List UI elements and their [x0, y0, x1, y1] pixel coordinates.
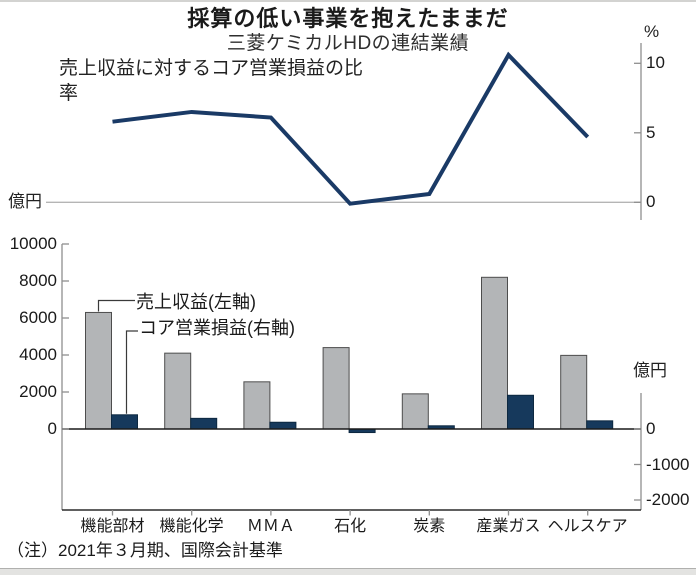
revenue-bar	[164, 352, 192, 430]
bar-right-tick-label: -2000	[646, 490, 690, 509]
chart-subtitle: 三菱ケミカルHDの連結業績	[226, 33, 470, 54]
core-profit-bar	[190, 417, 218, 430]
category-label: 機能化学	[159, 518, 224, 535]
legend-core-profit: コア営業損益(右軸)	[139, 318, 295, 338]
line-axis-tick-label: 5	[646, 122, 656, 142]
category-label: 石化	[334, 518, 367, 535]
category-label: 炭素	[413, 518, 446, 535]
core-profit-bar	[586, 420, 614, 430]
window-edge-top	[0, 0, 696, 2]
revenue-bar	[481, 276, 508, 430]
legend-revenue: 売上収益(左軸)	[136, 292, 256, 312]
category-label: 産業ガス	[476, 518, 541, 535]
bar-left-axis-unit: 億円	[8, 192, 42, 211]
core-profit-bar	[507, 394, 534, 430]
bar-left-tick-label: 2000	[19, 382, 57, 401]
revenue-callout-line	[97, 299, 135, 312]
bar-left-tick-label: 6000	[19, 308, 57, 327]
line-axis-tick-label: 10	[646, 53, 665, 73]
bar-left-tick-label: 8000	[19, 271, 57, 290]
chart-title: 採算の低い事業を抱えたままだ	[187, 6, 509, 31]
page-edge-bottom	[0, 568, 696, 575]
core-profit-bar	[269, 421, 297, 430]
category-label: ヘルスケア	[547, 518, 628, 535]
revenue-bar	[85, 311, 112, 430]
ratio-line-series	[112, 51, 590, 206]
revenue-bar	[560, 354, 588, 430]
revenue-bar	[322, 347, 350, 430]
line-axis-tick-label: 0	[646, 192, 656, 212]
line-chart-label: 売上収益に対するコア営業損益の比率	[59, 58, 364, 105]
footnote: （注）2021年３月期、国際会計基準	[7, 541, 283, 560]
bar-right-tick-label: -1000	[646, 454, 690, 474]
category-label: 機能部材	[80, 518, 145, 535]
bar-left-tick-label: 10000	[9, 234, 57, 253]
core-profit-bar	[111, 414, 138, 430]
line-axis-unit-percent: %	[644, 22, 660, 41]
revenue-bar	[243, 381, 271, 430]
category-label: ＭＭＡ	[246, 518, 295, 535]
revenue-bar	[401, 393, 429, 430]
bar-right-tick-label: 0	[646, 419, 656, 438]
bar-left-tick-label: 4000	[19, 345, 57, 364]
core-profit-callout-line	[125, 330, 138, 414]
bar-right-axis-unit: 億円	[633, 361, 667, 380]
bar-left-tick-label: 0	[47, 419, 57, 438]
